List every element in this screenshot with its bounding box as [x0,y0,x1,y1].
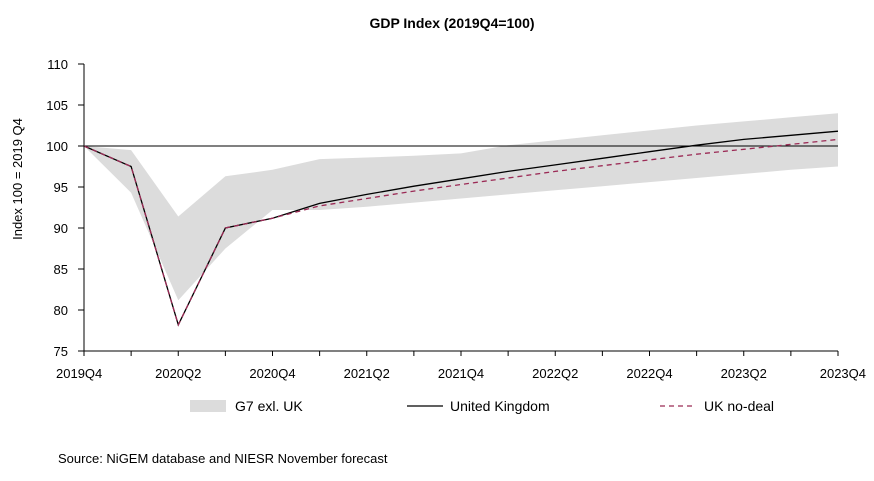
x-tick-label: 2021Q2 [344,366,390,381]
axes: 75 80 85 90 95 100 105 110 2019Q4 2020Q2 2020Q4 202… [46,57,866,381]
y-tick-label: 95 [54,180,68,195]
series-layer [83,130,839,327]
source-note: Source: NiGEM database and NIESR Novembe… [58,451,388,466]
x-tick-label: 2020Q2 [155,366,201,381]
y-tick-label: 80 [54,303,68,318]
g7-band-area [84,113,838,301]
y-tick-label: 90 [54,221,68,236]
x-tick-label: 2023Q4 [820,366,866,381]
y-tick-label: 110 [47,57,68,72]
x-tick-label: 2020Q4 [249,366,295,381]
y-tick-label: 75 [54,344,68,359]
chart-title: GDP Index (2019Q4=100) [369,15,534,31]
legend-swatch-g7-band [190,400,226,412]
y-tick-label: 85 [54,262,68,277]
x-tick-label: 2023Q2 [721,366,767,381]
legend-label-united-kingdom: United Kingdom [450,398,550,414]
y-tick-label: 100 [46,139,68,154]
x-tick-label: 2022Q4 [626,366,672,381]
y-tick-label: 105 [46,98,68,113]
x-tick-label: 2022Q2 [532,366,578,381]
legend-label-uk-no-deal: UK no-deal [704,398,774,414]
g7-band-layer [84,113,838,301]
x-tick-label: 2021Q4 [438,366,484,381]
legend: G7 exl. UK United Kingdom UK no-deal [190,398,774,414]
series-line-uk-no-deal [83,138,839,327]
x-tick-label: 2019Q4 [56,366,102,381]
legend-label-g7: G7 exl. UK [235,398,303,414]
y-axis-label: Index 100 = 2019 Q4 [10,118,25,240]
